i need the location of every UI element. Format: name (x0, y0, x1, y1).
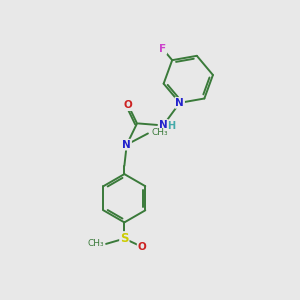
Text: N: N (175, 98, 184, 108)
Text: O: O (138, 242, 146, 252)
Text: N: N (122, 140, 131, 150)
Text: S: S (120, 232, 129, 245)
Text: N: N (159, 120, 168, 130)
Text: F: F (159, 44, 166, 54)
Text: CH₃: CH₃ (87, 239, 104, 248)
Text: CH₃: CH₃ (152, 128, 168, 137)
Text: H: H (167, 122, 175, 131)
Text: O: O (124, 100, 133, 110)
